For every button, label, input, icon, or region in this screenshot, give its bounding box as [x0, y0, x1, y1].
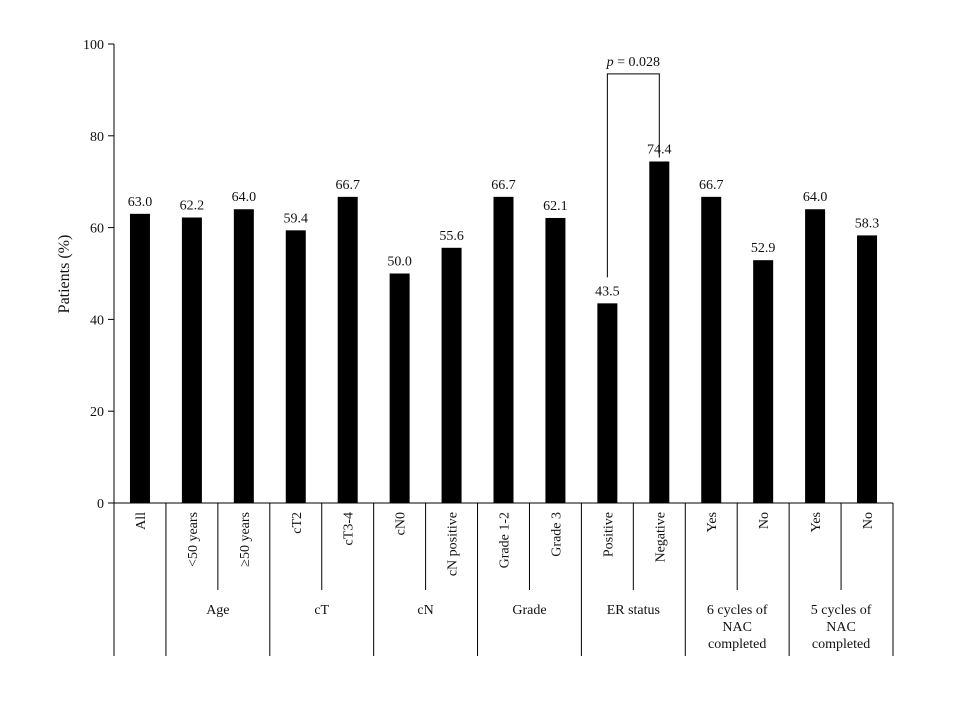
- y-tick-label: 0: [97, 497, 104, 512]
- y-tick-label: 100: [83, 38, 104, 53]
- bar-value-label: 43.5: [595, 284, 620, 299]
- category-label: ≥50 years: [238, 512, 253, 567]
- bar: [649, 161, 670, 503]
- bar-value-label: 59.4: [284, 211, 309, 226]
- y-tick-label: 80: [90, 130, 104, 145]
- bar-value-label: 66.7: [699, 178, 724, 193]
- group-label: 5 cycles of NAC completed: [811, 603, 872, 652]
- category-labels: All <50 years ≥50 years cT2 cT3-4 cN0 cN posit…: [134, 512, 876, 576]
- category-label: cN positive: [446, 512, 461, 576]
- p-value-text: = 0.028: [614, 55, 660, 70]
- group-label: Grade: [512, 603, 546, 618]
- category-label: <50 years: [186, 512, 201, 567]
- bar: [857, 235, 878, 503]
- bars: [129, 161, 878, 504]
- significance-annotation: p = 0.028: [606, 55, 660, 278]
- group-label: ER status: [607, 603, 660, 618]
- bar-value-label: 55.6: [439, 229, 464, 244]
- y-axis: 0 20 40 60 80 100: [83, 38, 115, 512]
- y-axis-label: Patients (%): [56, 235, 73, 314]
- bar-value-label: 50.0: [387, 255, 412, 270]
- group-label: Age: [206, 603, 229, 618]
- bar: [337, 196, 358, 504]
- category-label: No: [861, 512, 876, 529]
- bar: [441, 247, 462, 503]
- bar-value-labels: 63.0 62.2 64.0 59.4 66.7 50.0 55.6 66.7 62.1 43.5…: [128, 143, 880, 300]
- bar: [181, 217, 202, 503]
- group-label: 6 cycles of NAC completed: [707, 603, 768, 652]
- group-dividers: [113, 503, 894, 656]
- bar-value-label: 66.7: [491, 178, 516, 193]
- category-label: No: [757, 512, 772, 529]
- bar-value-label: 64.0: [803, 190, 828, 205]
- bar: [389, 273, 410, 503]
- category-label: All: [134, 512, 149, 530]
- bar: [493, 196, 514, 504]
- category-label: Grade 3: [549, 512, 564, 557]
- y-tick-label: 20: [90, 405, 104, 420]
- group-labels: Age cT cN Grade ER status 6 cycles of NAC compl…: [206, 603, 872, 652]
- y-tick-label: 40: [90, 313, 104, 328]
- category-label: Grade 1-2: [498, 512, 513, 568]
- bar-value-label: 63.0: [128, 195, 153, 210]
- bar-value-label: 52.9: [751, 241, 776, 256]
- bar: [597, 303, 618, 503]
- bar: [753, 260, 774, 503]
- category-label: cT2: [290, 512, 305, 534]
- category-label: Positive: [601, 512, 616, 557]
- p-symbol: p: [606, 55, 614, 70]
- category-label: cT3-4: [342, 512, 357, 545]
- bar-value-label: 66.7: [335, 178, 360, 193]
- significance-bracket: [606, 73, 660, 278]
- bar-value-label: 58.3: [855, 216, 880, 231]
- bar-value-label: 62.1: [543, 199, 568, 214]
- bar: [545, 217, 566, 503]
- bar: [285, 230, 306, 503]
- category-label: cN0: [394, 512, 409, 535]
- bar: [805, 209, 826, 504]
- bar-value-label: 62.2: [180, 199, 205, 214]
- bar: [129, 213, 150, 503]
- category-label: Yes: [705, 512, 720, 532]
- y-tick-label: 60: [90, 222, 104, 237]
- group-label: cN: [417, 603, 433, 618]
- p-value-label: p = 0.028: [606, 55, 660, 70]
- bar: [701, 196, 722, 504]
- bar-value-label: 64.0: [232, 190, 257, 205]
- bar: [233, 209, 254, 504]
- category-label: Yes: [809, 512, 824, 532]
- group-label: cT: [314, 603, 329, 618]
- category-label: Negative: [653, 512, 668, 563]
